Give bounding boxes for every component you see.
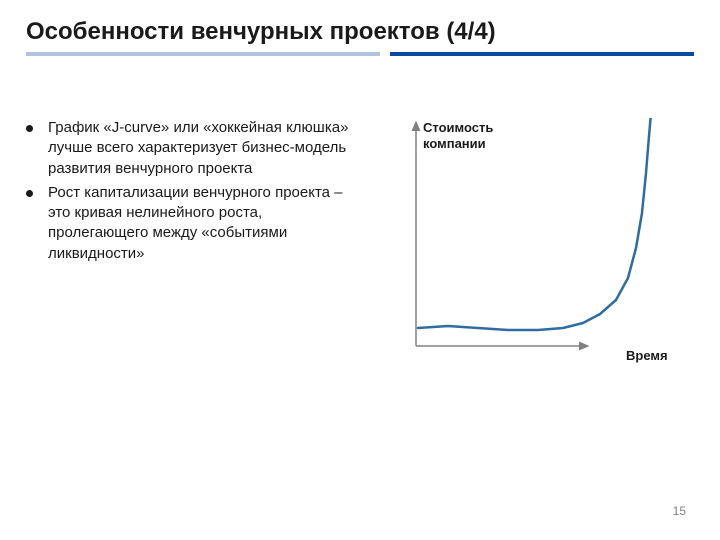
list-item: График «J-curve» или «хоккейная клюшка» … [26, 118, 356, 179]
page-title: Особенности венчурных проектов (4/4) [26, 18, 496, 46]
bullet-list: График «J-curve» или «хоккейная клюшка» … [26, 118, 356, 268]
underline-dark-segment [390, 52, 694, 56]
page-number: 15 [673, 504, 686, 518]
title-underline [26, 52, 694, 56]
chart-svg [388, 118, 686, 378]
underline-gap [380, 52, 390, 56]
list-item: Рост капитализации венчурного проекта – … [26, 183, 356, 264]
underline-light-segment [26, 52, 380, 56]
chart-x-axis-label: Время [626, 348, 668, 363]
j-curve-chart: Стоимостькомпании Время [388, 118, 686, 378]
